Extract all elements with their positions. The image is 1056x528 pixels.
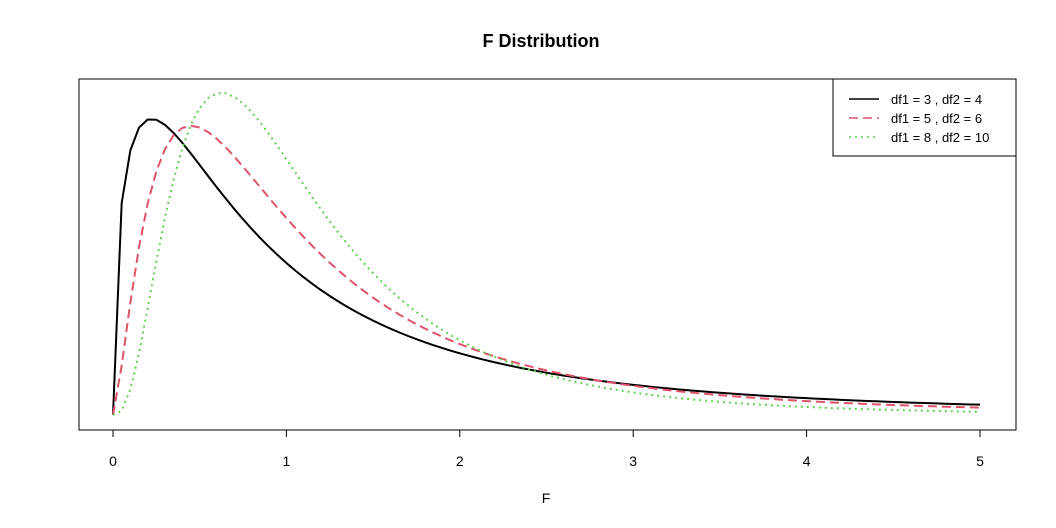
x-tick-label: 5: [976, 453, 984, 469]
legend: df1 = 3 , df2 = 4 df1 = 5 , df2 = 6 df1 …: [832, 78, 1017, 157]
x-tick-label: 1: [283, 453, 291, 469]
x-tick-label: 2: [456, 453, 464, 469]
x-axis-label: F: [542, 490, 551, 506]
series-layer: [112, 92, 981, 416]
legend-label-series-2: df1 = 5 , df2 = 6: [891, 111, 982, 126]
legend-entry-1: df1 = 3 , df2 = 4: [849, 92, 982, 107]
legend-entry-3: df1 = 8 , df2 = 10: [849, 130, 989, 145]
x-tick-label: 3: [629, 453, 637, 469]
legend-entry-2: df1 = 5 , df2 = 6: [849, 111, 982, 126]
series-line-2: [112, 124, 981, 416]
series-line-1: [112, 118, 981, 416]
legend-label-series-1: df1 = 3 , df2 = 4: [891, 92, 982, 107]
x-axis: 0 1 2 3 4 5: [109, 429, 984, 469]
legend-label-series-3: df1 = 8 , df2 = 10: [891, 130, 989, 145]
series-line-3: [112, 92, 981, 416]
chart-title: F Distribution: [483, 31, 600, 51]
x-tick-label: 4: [803, 453, 811, 469]
x-tick-label: 0: [109, 453, 117, 469]
